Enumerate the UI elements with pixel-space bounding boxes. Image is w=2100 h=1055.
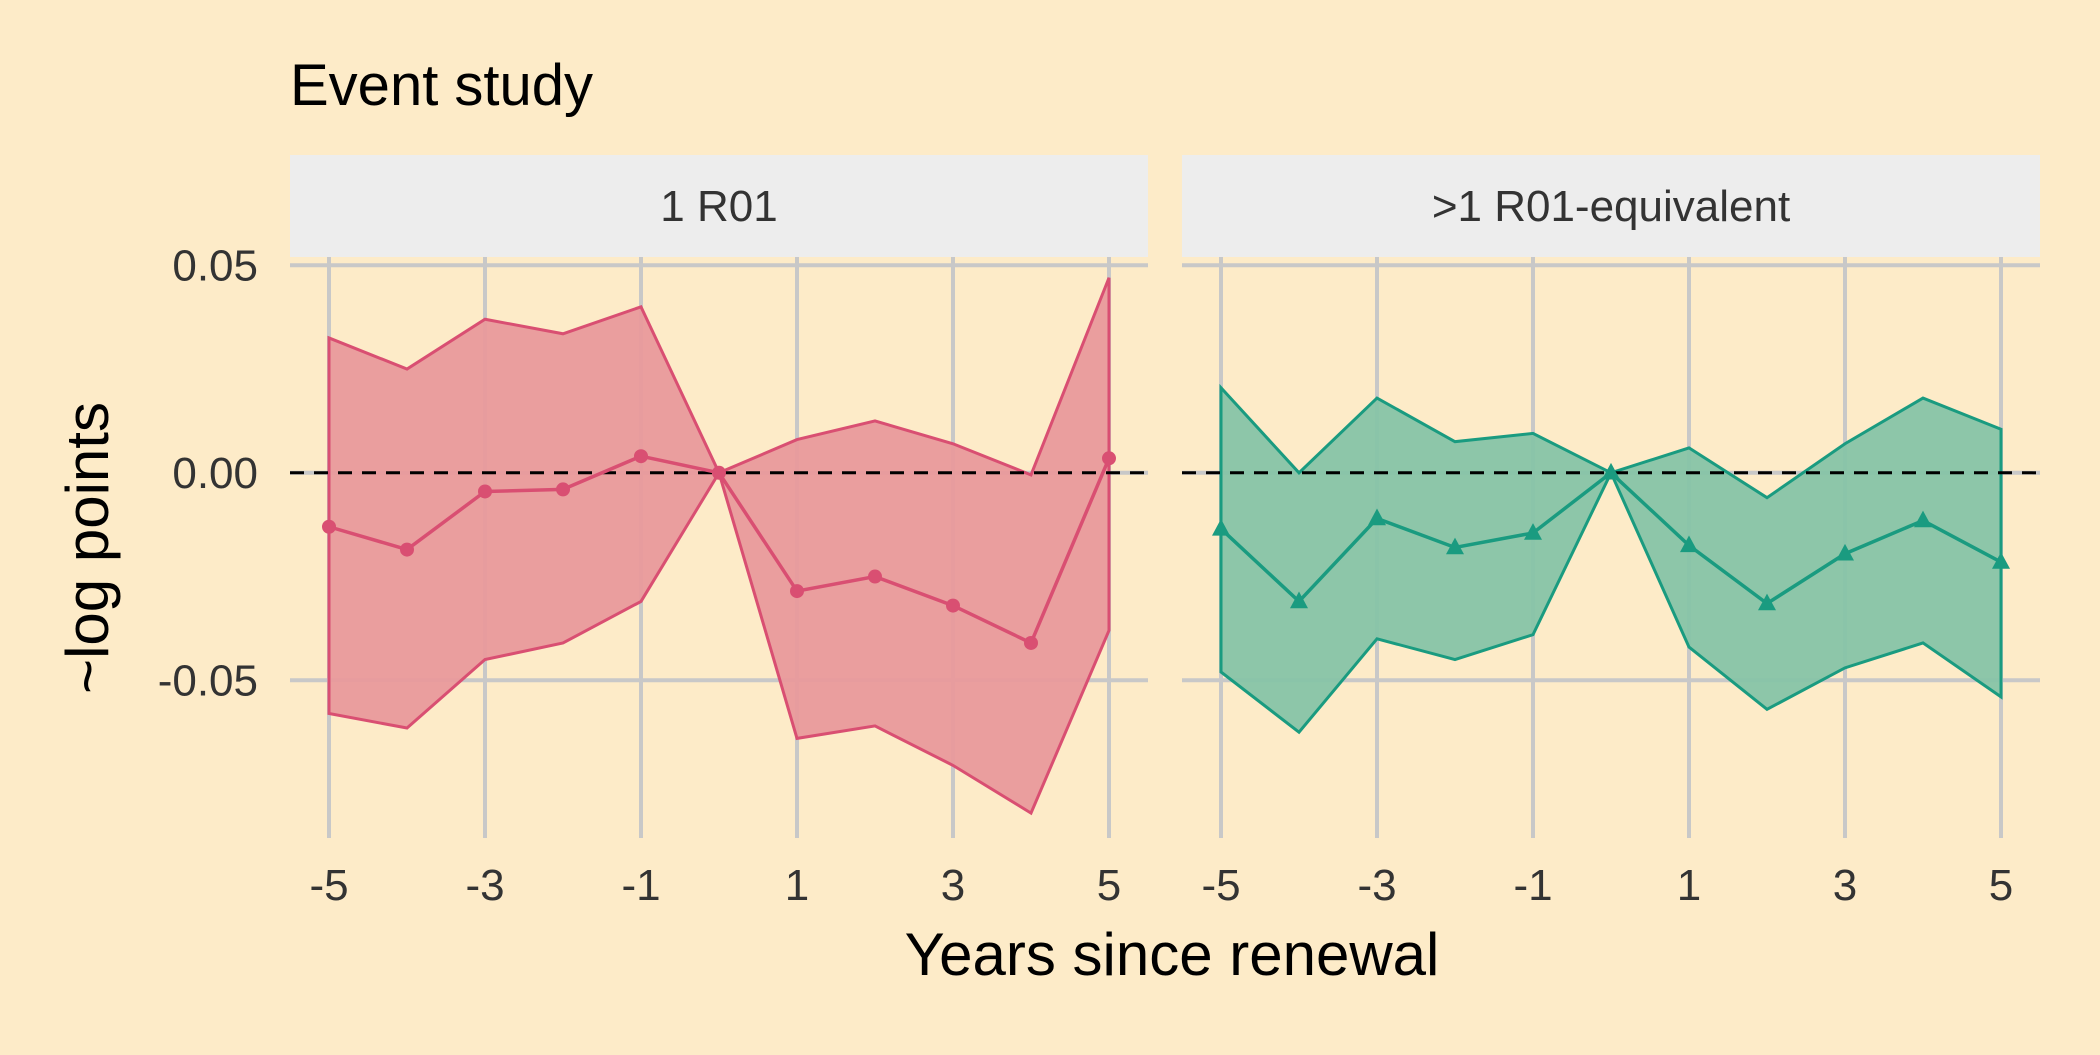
estimate-point bbox=[322, 519, 336, 534]
x-tick-label: -3 bbox=[1357, 861, 1396, 910]
panel-2: >1 R01-equivalent -5 -3 -1 1 3 5 bbox=[1182, 155, 2040, 910]
estimate-point bbox=[1602, 462, 1620, 480]
estimate-point bbox=[400, 542, 414, 557]
estimate-point bbox=[868, 569, 882, 584]
x-tick-label: -1 bbox=[1513, 861, 1552, 910]
facet-strip bbox=[1182, 155, 2040, 257]
estimate-point bbox=[478, 484, 492, 499]
x-tick-label: -1 bbox=[621, 861, 660, 910]
x-tick-label: 1 bbox=[785, 861, 809, 910]
x-axis-title: Years since renewal bbox=[905, 921, 1440, 988]
facet-strip bbox=[290, 155, 1148, 257]
x-tick-label: 1 bbox=[1677, 861, 1701, 910]
confidence-band bbox=[327, 277, 1111, 816]
estimate-point bbox=[556, 482, 570, 497]
estimate-point bbox=[712, 465, 726, 480]
estimate-point bbox=[1212, 518, 1230, 536]
x-tick-label: 3 bbox=[1833, 861, 1857, 910]
estimate-point bbox=[1446, 537, 1464, 555]
x-tick-label: -5 bbox=[1201, 861, 1240, 910]
y-tick-label: -0.05 bbox=[158, 656, 258, 705]
x-tick-label: 5 bbox=[1989, 861, 2013, 910]
estimate-point bbox=[790, 584, 804, 599]
estimate-point bbox=[1524, 523, 1542, 540]
estimate-point bbox=[1758, 593, 1776, 611]
facet-strip-label: >1 R01-equivalent bbox=[1432, 182, 1790, 231]
estimate-point bbox=[1680, 535, 1698, 553]
chart-title: Event study bbox=[290, 53, 593, 118]
estimate-point bbox=[1914, 510, 1932, 528]
panels: -0.050.000.051 R01-5 -3 -1 1 3 5>1 R01-equiva… bbox=[158, 155, 2040, 910]
x-tick-label: -3 bbox=[465, 861, 504, 910]
estimate-point bbox=[1836, 543, 1854, 561]
x-tick-label: -5 bbox=[309, 861, 348, 910]
estimate-point bbox=[946, 598, 960, 613]
estimate-point bbox=[1024, 635, 1038, 650]
y-tick-label: 0.05 bbox=[172, 241, 258, 290]
x-tick-label: 5 bbox=[1097, 861, 1121, 910]
facet-strip-label: 1 R01 bbox=[660, 182, 777, 231]
estimate-point bbox=[1102, 451, 1116, 466]
y-axis-title: ~log points bbox=[54, 402, 121, 694]
estimate-point bbox=[634, 449, 648, 464]
x-tick-label: 3 bbox=[941, 861, 965, 910]
estimate-point bbox=[1290, 591, 1308, 609]
estimate-point bbox=[1368, 508, 1386, 526]
estimate-point bbox=[1992, 552, 2010, 569]
panel-1: 1 R01 -5 -3 -1 1 3 5 bbox=[290, 155, 1148, 910]
y-tick-label: 0.00 bbox=[172, 449, 258, 498]
